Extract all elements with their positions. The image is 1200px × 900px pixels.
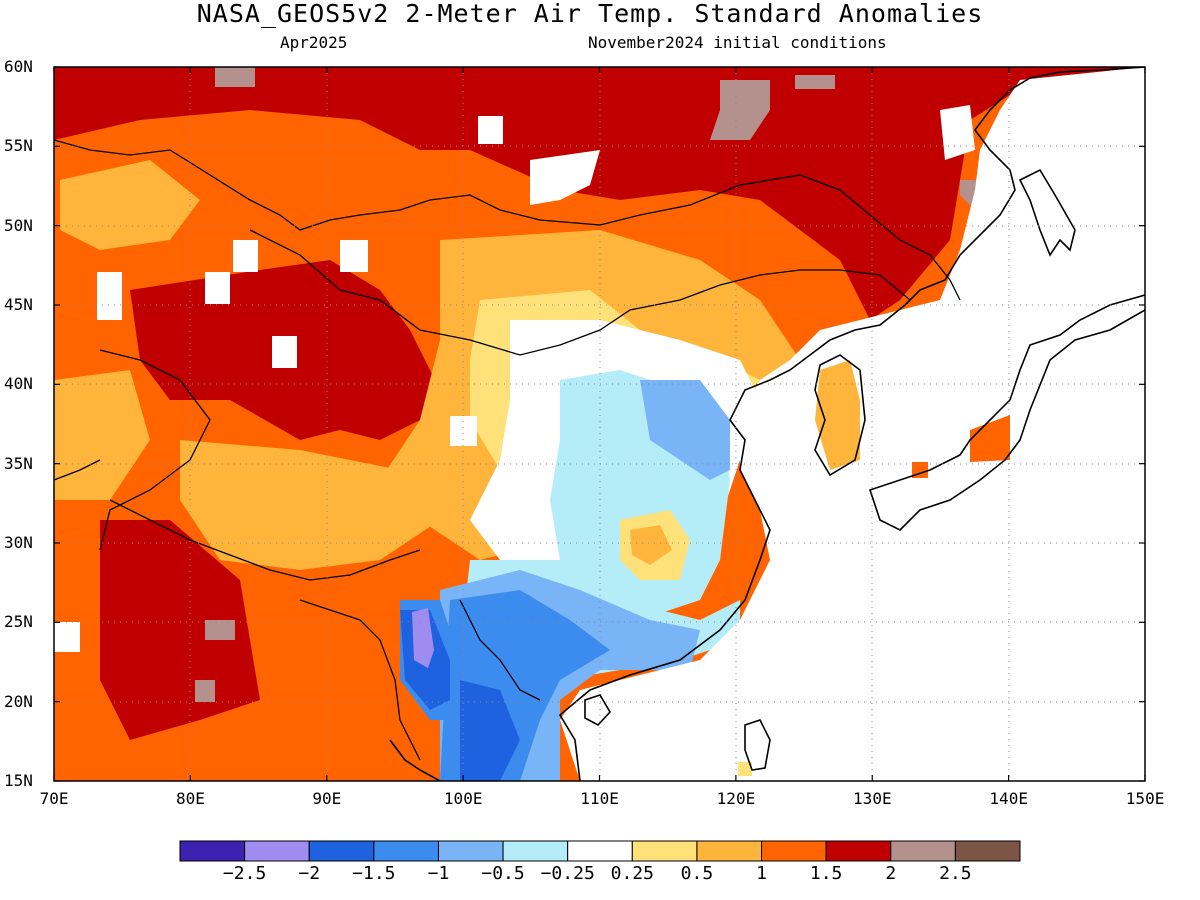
colorbar-label: 0.25: [610, 863, 654, 884]
lat-label: 35N: [4, 453, 33, 473]
colorbar-swatch: [502, 840, 569, 862]
colorbar-swatch: [631, 840, 698, 862]
colorbar-swatch: [308, 840, 375, 862]
map-title: NASA_GEOS5v2 2-Meter Air Temp. Standard …: [196, 0, 984, 28]
colorbar-swatch: [244, 840, 310, 862]
colorbar-label: 2: [885, 863, 897, 884]
lon-label: 80E: [175, 789, 205, 808]
lat-label: 50N: [4, 215, 33, 235]
colorbar: [179, 840, 1021, 862]
lat-label: 20N: [4, 691, 33, 711]
lat-label: 25N: [4, 612, 33, 632]
lon-label: 90E: [312, 789, 342, 808]
lat-label: 60N: [4, 57, 33, 76]
lon-label: 150E: [1125, 789, 1165, 808]
lon-label: 100E: [443, 789, 483, 808]
anomaly-field: [54, 67, 1145, 781]
target-month-label: Apr2025: [280, 33, 348, 52]
colorbar-swatch: [890, 840, 956, 862]
lat-label: 30N: [4, 533, 33, 552]
colorbar-swatch: [825, 840, 892, 862]
colorbar-label: 2.5: [939, 863, 972, 884]
colorbar-label: −1: [427, 863, 450, 884]
colorbar-label: −2.5: [222, 863, 267, 884]
colorbar-swatch: [179, 840, 246, 862]
colorbar-label: −2: [298, 863, 321, 884]
colorbar-swatch: [954, 840, 1021, 862]
lat-label: 40N: [4, 374, 33, 394]
colorbar-label: 0.5: [680, 863, 714, 884]
colorbar-swatch: [696, 840, 763, 862]
colorbar-swatch: [437, 840, 504, 862]
lon-label: 110E: [580, 789, 619, 808]
colorbar-label: 1: [756, 863, 767, 884]
colorbar-label: 1.5: [809, 863, 843, 884]
grid-lines: [54, 67, 1145, 781]
colorbar-swatch: [761, 840, 827, 862]
colorbar-label: −0.5: [481, 863, 525, 884]
lat-label: 45N: [4, 295, 33, 314]
colorbar-swatch: [373, 840, 439, 862]
lat-label: 15N: [4, 771, 33, 790]
lat-label: 55N: [4, 136, 33, 156]
lon-label: 120E: [716, 789, 756, 808]
lon-label: 70E: [39, 789, 69, 808]
colorbar-label: −1.5: [352, 863, 396, 884]
coastlines: [389, 67, 1145, 781]
init-conditions-label: November2024 initial conditions: [588, 33, 887, 52]
lon-label: 130E: [853, 789, 892, 808]
lon-label: 140E: [989, 789, 1028, 808]
colorbar-swatch: [567, 840, 633, 862]
country-borders: [54, 139, 961, 761]
colorbar-label: −0.25: [540, 863, 595, 884]
